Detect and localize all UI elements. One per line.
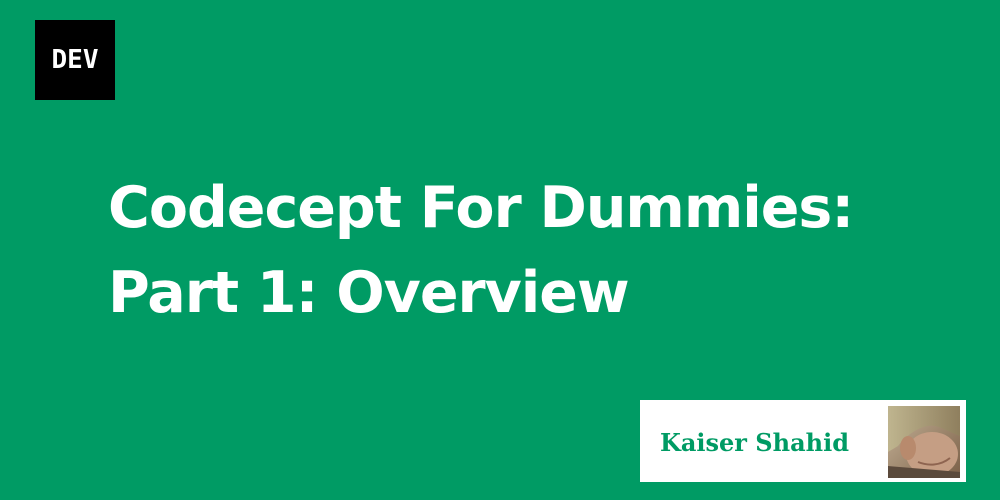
author-card[interactable]: Kaiser Shahid xyxy=(640,400,966,482)
article-title-line-2: Part 1: Overview xyxy=(108,260,630,326)
author-avatar xyxy=(888,406,960,478)
author-name: Kaiser Shahid xyxy=(660,428,849,457)
dev-logo[interactable]: DEV xyxy=(35,20,115,100)
author-photo-icon xyxy=(888,406,960,478)
article-title: Codecept For Dummies: Part 1: Overview xyxy=(108,166,968,336)
dev-logo-text: DEV xyxy=(51,45,99,75)
article-title-line-1: Codecept For Dummies: xyxy=(108,175,854,241)
